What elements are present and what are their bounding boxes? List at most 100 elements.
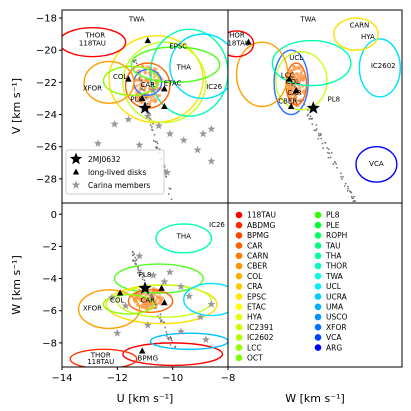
stream-point: [343, 185, 346, 187]
carina-member-star: [176, 282, 185, 291]
carina-core-point: [160, 296, 165, 300]
stream-point: [156, 147, 158, 150]
carina-member-star: [207, 300, 216, 308]
stream-point: [340, 172, 342, 175]
legend-marker-star: [71, 180, 81, 189]
long-lived-disk-marker: [286, 75, 293, 82]
stream-point: [133, 61, 136, 64]
long-lived-disk-marker: [116, 289, 124, 296]
stream-point: [142, 274, 145, 277]
group-ellipse: [275, 51, 328, 111]
stream-point: [311, 123, 314, 126]
group-label: LCC: [281, 72, 295, 80]
carina-core-point: [136, 295, 140, 300]
group-legend-dot: [314, 293, 322, 300]
stream-point: [319, 133, 322, 135]
group-legend-dot: [314, 262, 322, 270]
carina-member-star: [199, 129, 208, 138]
x-tick-label: −10: [162, 373, 183, 384]
stream-point: [146, 102, 149, 105]
stream-point: [134, 59, 137, 62]
carina-core-point: [158, 93, 162, 98]
carina-member-star: [176, 327, 185, 336]
carina-core-point: [143, 71, 148, 75]
carina-member-star: [154, 121, 163, 130]
group-legend-label: TWA: [325, 272, 344, 281]
group-legend-dot: [235, 323, 243, 331]
carina-core-point: [154, 298, 158, 302]
carina-core-point: [139, 304, 143, 308]
group-legend-dot: [235, 242, 243, 249]
group-ellipse: [235, 41, 289, 108]
stream-point: [354, 200, 357, 203]
stream-point: [326, 151, 329, 154]
group-label: COL: [110, 297, 124, 305]
carina-core-point: [301, 75, 305, 80]
stream-point: [315, 129, 317, 132]
group-label: PL8: [327, 96, 340, 104]
stream-point: [169, 344, 172, 346]
group-legend-dot: [314, 211, 322, 219]
stream-point: [299, 100, 302, 102]
group-legend-dot: [314, 334, 322, 341]
stream-point: [167, 336, 170, 339]
carina-core-point: [140, 100, 144, 105]
carina-core-point: [301, 90, 305, 94]
group-legend-label: PLE: [326, 221, 340, 230]
stream-point: [317, 132, 320, 135]
group-legend-dot: [314, 221, 322, 229]
stream-point: [170, 339, 173, 342]
group-legend-dot: [314, 323, 322, 331]
stream-point: [174, 346, 176, 349]
group-legend-dot: [314, 232, 322, 239]
carina-core-point: [288, 71, 292, 75]
group-label: CAR: [287, 89, 302, 97]
stream-point: [145, 96, 148, 99]
carina-core-point: [292, 65, 296, 69]
carina-core-point: [294, 72, 299, 76]
stream-point: [138, 78, 141, 81]
stream-point: [322, 147, 325, 150]
carina-core-point: [144, 78, 148, 83]
group-label: TWA: [299, 15, 316, 23]
group-label: CAR: [140, 297, 155, 305]
carina-member-star: [143, 111, 152, 120]
stream-point: [342, 176, 344, 178]
carina-core-point: [147, 102, 151, 106]
carina-member-star: [107, 293, 116, 302]
stream-point: [173, 204, 175, 206]
carina-core-point: [293, 96, 297, 100]
group-label: HYA: [361, 33, 375, 41]
group-ellipse: [102, 65, 160, 96]
group-label: EPSC: [169, 43, 187, 51]
group-label: CAR: [140, 81, 155, 89]
group-label: THA: [176, 232, 192, 240]
target-star-2mj0632: [138, 101, 152, 114]
carina-core-point: [156, 295, 160, 300]
carina-core-point: [143, 85, 147, 90]
carina-core-point: [288, 92, 292, 96]
stream-point: [353, 195, 355, 198]
stream-point: [153, 133, 156, 136]
group-legend-dot: [235, 334, 243, 341]
stream-point: [327, 156, 330, 159]
stream-point: [340, 175, 343, 178]
stream-point: [320, 137, 323, 140]
group-legend-dot: [235, 252, 243, 260]
x-tick-label: −8: [221, 373, 236, 384]
stream-point: [165, 335, 168, 338]
stream-point: [328, 152, 331, 155]
group-legend-label: CBER: [247, 262, 267, 271]
stream-point: [327, 148, 330, 151]
long-lived-disk-marker: [292, 86, 300, 93]
stream-point: [154, 303, 157, 306]
y-tick-label: 0: [51, 210, 57, 221]
group-ellipse: [77, 289, 141, 330]
stream-point: [140, 269, 142, 272]
stream-point: [150, 125, 153, 128]
group-label: THOR: [224, 31, 245, 39]
group-legend-dot: [235, 313, 243, 321]
group-legend-label: UCRA: [326, 292, 348, 301]
stream-point: [140, 79, 143, 82]
main-legend: 2MJ0632 long-lived disks Carina members: [65, 149, 165, 195]
